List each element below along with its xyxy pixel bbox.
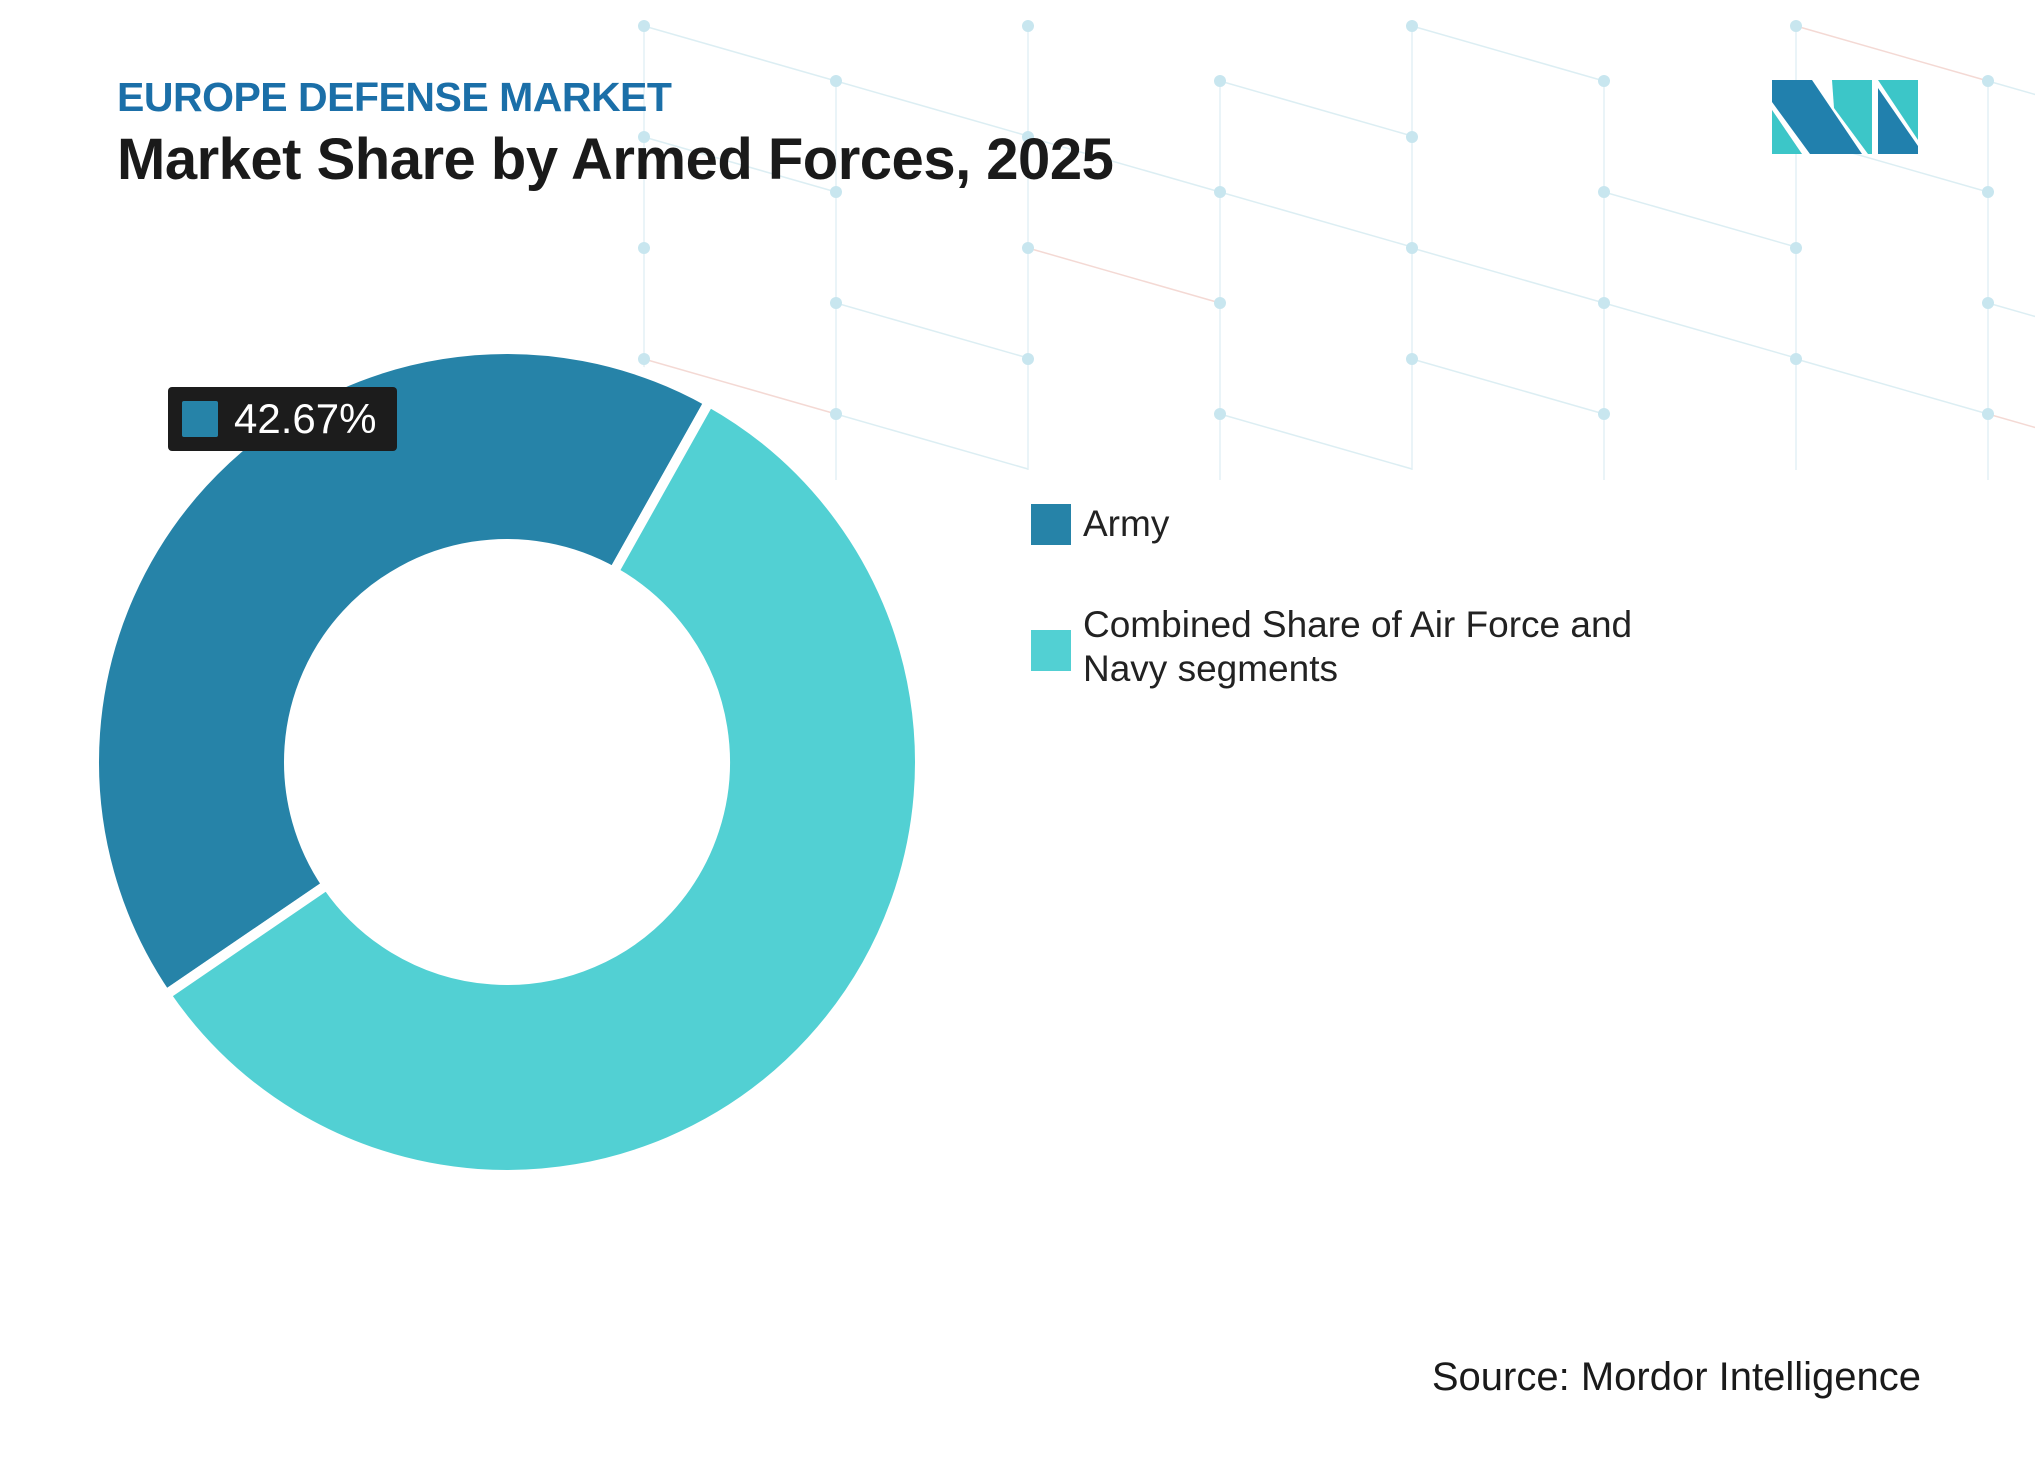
pattern-dot <box>1598 297 1610 309</box>
pattern-dot <box>638 242 650 254</box>
pattern-dot <box>1790 20 1802 32</box>
data-label-text: 42.67% <box>234 395 377 442</box>
chart-title: Market Share by Armed Forces, 2025 <box>117 127 1114 192</box>
donut-slice-army <box>89 344 716 1002</box>
donut-slice-air-force-navy <box>158 395 925 1180</box>
data-label-swatch <box>182 401 218 437</box>
pattern-dot <box>1790 242 1802 254</box>
pattern-dot <box>1982 297 1994 309</box>
pattern-dot <box>1598 75 1610 87</box>
pattern-dot <box>1022 20 1034 32</box>
pattern-dot <box>1022 131 1034 143</box>
data-label-army: 42.67% <box>168 387 397 451</box>
legend-item-army: Army <box>1031 503 1733 546</box>
legend-swatch <box>1031 630 1071 671</box>
pattern-dot <box>1982 186 1994 198</box>
pattern-dot <box>638 353 650 365</box>
pattern-dot <box>638 131 650 143</box>
legend-swatch <box>1031 504 1071 545</box>
pattern-dot <box>638 20 650 32</box>
source-note: Source: Mordor Intelligence <box>1431 1355 1921 1399</box>
pattern-dot <box>1406 242 1418 254</box>
pattern-dot <box>1406 20 1418 32</box>
pattern-dot <box>1022 353 1034 365</box>
pattern-dot <box>1214 297 1226 309</box>
pattern-dot <box>1214 186 1226 198</box>
pattern-dot <box>1406 353 1418 365</box>
pattern-dot <box>1022 242 1034 254</box>
pattern-dot <box>1598 186 1610 198</box>
mordor-logo <box>1772 80 1918 154</box>
pattern-dot <box>830 297 842 309</box>
pattern-dot <box>1982 408 1994 420</box>
legend-label: Army <box>1083 503 1170 544</box>
pattern-dot <box>1982 75 1994 87</box>
chart-kicker: EUROPE DEFENSE MARKET <box>117 74 672 120</box>
pattern-dot <box>1214 75 1226 87</box>
pattern-dot <box>830 186 842 198</box>
pattern-dot <box>1406 131 1418 143</box>
pattern-dot <box>1790 353 1802 365</box>
pattern-dot <box>1598 408 1610 420</box>
pattern-dot <box>830 75 842 87</box>
legend-item-air-force-navy: Combined Share of Air Force and Navy seg… <box>1031 604 1703 691</box>
pattern-dot <box>1214 408 1226 420</box>
pattern-dot <box>830 408 842 420</box>
legend-label: Combined Share of Air Force and Navy seg… <box>1083 604 1633 689</box>
